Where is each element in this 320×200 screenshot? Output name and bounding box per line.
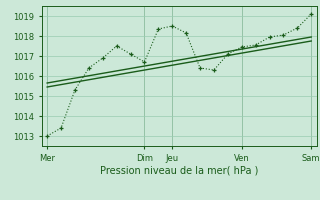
X-axis label: Pression niveau de la mer( hPa ): Pression niveau de la mer( hPa ) [100,165,258,175]
